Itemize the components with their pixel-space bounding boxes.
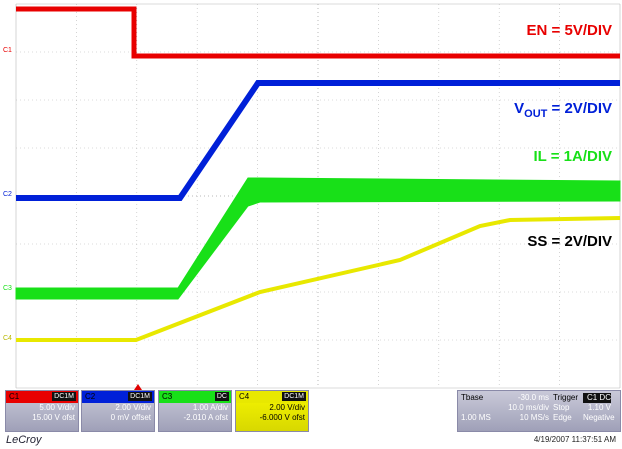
timebase-per-div: 10.0 ms/div xyxy=(508,403,549,412)
timebase-samples: 1.00 MS xyxy=(461,413,491,422)
trigger-type: Edge xyxy=(553,413,572,422)
channel-name-c1: C1 xyxy=(9,392,20,401)
channel-head-c4: C4 DC1M xyxy=(236,391,308,403)
channel-scale-c1: 5.00 V/div xyxy=(39,403,75,412)
channel-head-c3: C3 DC xyxy=(159,391,231,403)
il-label: IL = 1A/DIV xyxy=(533,148,612,165)
marker-c3: C3 xyxy=(3,285,12,292)
channel-name-c4: C4 xyxy=(239,392,250,401)
channel-head-c2: C2 DC1M xyxy=(82,391,154,403)
ss-label-text: SS = 2V/DIV xyxy=(527,233,612,250)
waveform-ss xyxy=(16,216,621,342)
marker-c1: C1 xyxy=(3,47,12,54)
channel-scale-c2: 2.00 V/div xyxy=(115,403,151,412)
en-label-text: EN = 5V/DIV xyxy=(526,22,612,39)
trigger-position-marker xyxy=(134,384,142,390)
vout-label-sub: OUT xyxy=(524,108,548,120)
lecroy-logo: LeCroy xyxy=(6,434,42,446)
channel-badge-c1: DC1M xyxy=(52,392,76,401)
timebase-row-3: 1.00 MS 10 MS/s Edge Negative xyxy=(461,413,617,423)
channel-name-c2: C2 xyxy=(85,392,96,401)
scope-display: C1 C2 C3 C4 EN = 5V/DIV VOUT = 2V/DIV IL = … xyxy=(3,3,621,389)
channel-box-c2[interactable]: C2 DC1M 2.00 V/div 0 mV offset xyxy=(81,390,155,432)
en-label: EN = 5V/DIV xyxy=(527,22,612,39)
vout-label-main: V xyxy=(514,100,525,117)
waveform-en xyxy=(16,6,620,59)
trigger-slope: Negative xyxy=(583,413,615,422)
channel-name-c3: C3 xyxy=(162,392,173,401)
capture-datetime: 4/19/2007 11:37:51 AM xyxy=(533,435,616,444)
trigger-level: 1.10 V xyxy=(587,403,611,412)
waveform-vout xyxy=(16,80,620,201)
channel-badge-c2: DC1M xyxy=(128,392,152,401)
timebase-trigger-box[interactable]: Tbase -30.0 ms Trigger C1 DC 10.0 ms/div… xyxy=(457,390,621,432)
channel-offset-c3: -2.010 A ofst xyxy=(183,413,228,422)
channel-box-c3[interactable]: C3 DC 1.00 A/div -2.010 A ofst xyxy=(158,390,232,432)
timebase-row-1: Tbase -30.0 ms Trigger C1 DC xyxy=(461,393,617,403)
waveform-plot: C1 C2 C3 C4 xyxy=(3,3,621,389)
timebase-label: Tbase xyxy=(461,393,484,402)
waveform-il xyxy=(15,177,621,300)
channel-offset-c1: 15.00 V ofst xyxy=(32,413,75,422)
timebase-rate: 10 MS/s xyxy=(519,413,549,422)
channel-badge-c3: DC xyxy=(214,392,229,401)
channel-offset-c2: 0 mV offset xyxy=(110,413,151,422)
vout-label: VOUT = 2V/DIV xyxy=(514,100,612,120)
channel-offset-c4: -6.000 V ofst xyxy=(259,413,305,422)
timebase-row-2: 10.0 ms/div Stop 1.10 V xyxy=(461,403,617,413)
channel-box-c4[interactable]: C4 DC1M 2.00 V/div -6.000 V ofst xyxy=(235,390,309,432)
ss-label: SS = 2V/DIV xyxy=(527,233,612,250)
vout-label-rest: = 2V/DIV xyxy=(547,100,612,117)
channel-head-c1: C1 DC1M xyxy=(6,391,78,403)
channel-scale-c3: 1.00 A/div xyxy=(192,403,228,412)
marker-c4: C4 xyxy=(3,335,12,342)
trigger-mode: Stop xyxy=(553,403,570,412)
marker-c2: C2 xyxy=(3,191,12,198)
il-label-text: IL = 1A/DIV xyxy=(533,148,612,165)
channel-scale-c4: 2.00 V/div xyxy=(269,403,305,412)
channel-box-c1[interactable]: C1 DC1M 5.00 V/div 15.00 V ofst xyxy=(5,390,79,432)
status-panel: C1 DC1M 5.00 V/div 15.00 V ofst C2 DC1M … xyxy=(0,384,622,449)
trigger-label: Trigger xyxy=(553,393,579,402)
trigger-badge: C1 DC xyxy=(583,393,611,403)
timebase-value: -30.0 ms xyxy=(517,393,549,402)
channel-badge-c4: DC1M xyxy=(282,392,306,401)
